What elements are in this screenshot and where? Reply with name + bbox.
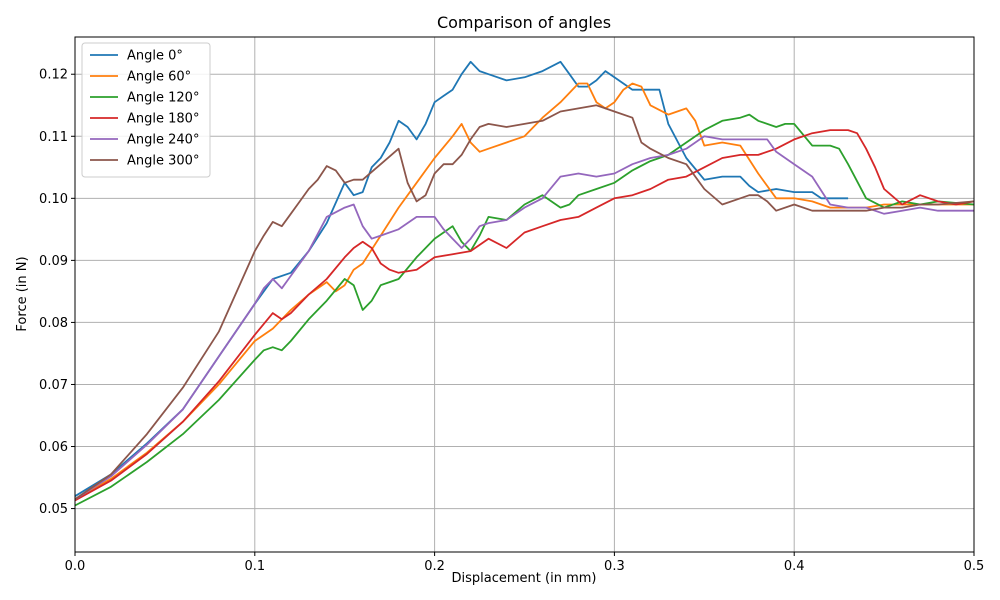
x-tick-label: 0.5 — [964, 559, 985, 574]
legend-label: Angle 60° — [127, 70, 191, 85]
legend-label: Angle 0° — [127, 49, 183, 64]
legend-label: Angle 180° — [127, 112, 199, 127]
y-tick-label: 0.11 — [39, 130, 68, 145]
y-tick-label: 0.10 — [39, 192, 68, 207]
plot-lines — [74, 60, 975, 507]
y-axis: 0.05 0.06 0.07 0.08 0.09 0.10 0.11 0.12 — [39, 68, 75, 517]
x-axis-title: Displacement (in mm) — [452, 571, 597, 586]
legend-label: Angle 300° — [127, 154, 199, 169]
y-tick-label: 0.08 — [39, 316, 68, 331]
y-tick-label: 0.07 — [39, 378, 68, 393]
y-tick-label: 0.09 — [39, 254, 68, 269]
x-tick-label: 0.3 — [604, 559, 625, 574]
y-tick-label: 0.06 — [39, 440, 68, 455]
series-line-2 — [74, 113, 975, 507]
y-tick-label: 0.12 — [39, 68, 68, 83]
legend-label: Angle 120° — [127, 91, 199, 106]
series-line-0 — [74, 60, 849, 497]
x-tick-label: 0.1 — [244, 559, 265, 574]
x-tick-label: 0.4 — [784, 559, 805, 574]
series-line-4 — [74, 135, 974, 501]
y-axis-title: Force (in N) — [15, 256, 30, 331]
legend: Angle 0° Angle 60° Angle 120° Angle 180° Ang… — [81, 42, 211, 178]
x-tick-label: 0.0 — [65, 559, 86, 574]
series-line-3 — [74, 129, 975, 502]
x-axis: 0.0 0.1 0.2 0.3 0.4 0.5 — [65, 552, 985, 574]
y-tick-label: 0.05 — [39, 502, 68, 517]
series-line-5 — [74, 104, 975, 501]
x-tick-label: 0.2 — [424, 559, 445, 574]
plot-frame — [74, 36, 975, 553]
legend-label: Angle 240° — [127, 133, 199, 148]
chart-title: Comparison of angles — [437, 13, 611, 32]
